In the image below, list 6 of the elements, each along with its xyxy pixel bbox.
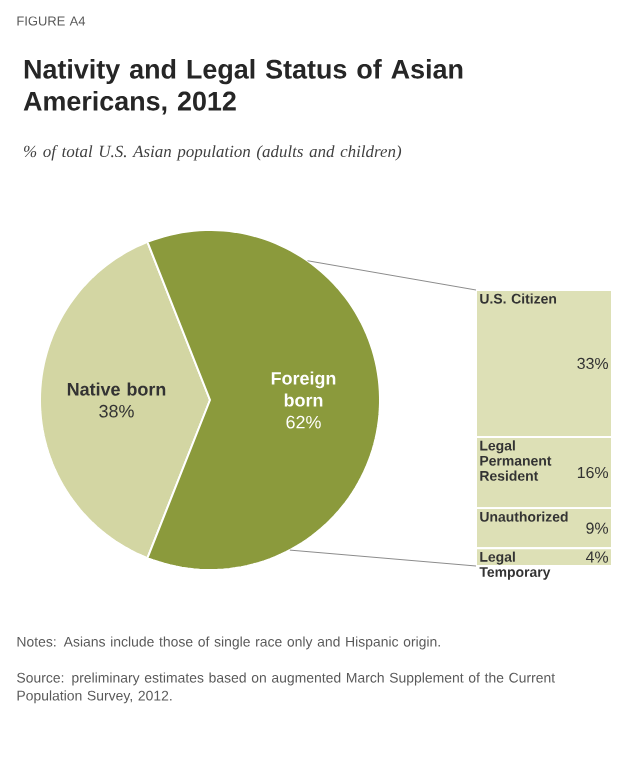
slice-label: Foreign born: [271, 371, 336, 407]
chart-subtitle: % of total U.S. Asian population (adults and children): [24, 145, 402, 161]
data-label: 38%: [99, 404, 134, 418]
chart-title: Nativity and Legal Status of Asian Americans, 2012: [23, 59, 463, 115]
slice-label: Native born: [67, 382, 166, 396]
data-label: 62%: [286, 415, 321, 429]
